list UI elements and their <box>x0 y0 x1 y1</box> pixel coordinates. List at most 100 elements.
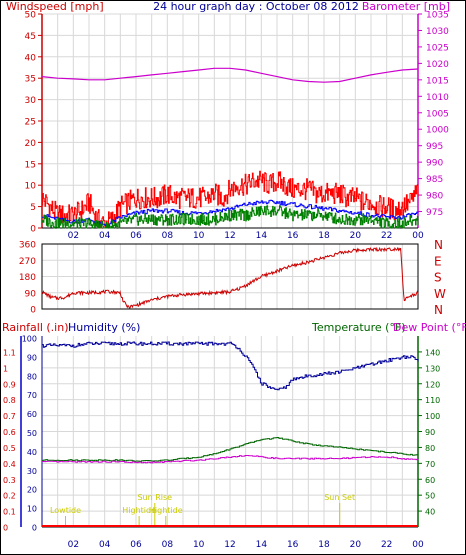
y-tick-label-right: 1025 <box>426 43 449 53</box>
x-tick-label: 04 <box>99 540 111 550</box>
y-tick-label-left: 50 <box>25 11 37 21</box>
right-axis-label: Barometer [mb] <box>362 0 450 13</box>
event-label: Hightide <box>149 506 183 515</box>
y-tick-label-humidity: 20 <box>27 486 37 495</box>
y-tick-label-rainfall: 0.7 <box>3 412 16 421</box>
y-tick-label-rainfall: 1.1 <box>3 348 16 357</box>
x-tick-label: 18 <box>318 231 330 241</box>
series-windspeed-line <box>42 205 419 229</box>
x-tick-label: 10 <box>193 540 205 550</box>
y-tick-label-left: 15 <box>25 160 36 170</box>
y-tick-label-right: 980 <box>426 192 443 202</box>
y-tick-label-rainfall: 0.4 <box>3 460 16 469</box>
y-tick-label-humidity: 100 <box>22 335 37 344</box>
y-tick-label-left: 5 <box>30 203 36 213</box>
event-label: Sun Rise <box>137 493 172 502</box>
y-tick-label-humidity: 40 <box>27 448 37 457</box>
x-tick-label: 12 <box>224 540 235 550</box>
y-tick-label-temperature: 110 <box>425 396 440 405</box>
x-tick-label: 20 <box>350 540 362 550</box>
compass-tick-label: E <box>434 254 442 268</box>
compass-tick-label: W <box>434 287 446 301</box>
y-tick-label-left: 45 <box>25 32 36 42</box>
y-tick-label-rainfall: 0.2 <box>3 492 16 501</box>
y-tick-label-temperature: 40 <box>425 508 435 517</box>
y-tick-label-left: 20 <box>25 139 37 149</box>
y-tick-label-rainfall: 0.9 <box>3 380 16 389</box>
event-label: Hightide <box>122 506 156 515</box>
left-axis-label: Windspeed [mph] <box>6 0 104 13</box>
y-tick-label-temperature: 140 <box>425 348 440 357</box>
y-tick-label-right: 1030 <box>426 27 449 37</box>
y-tick-label-temperature: 70 <box>425 460 435 469</box>
y-tick-label-right: 990 <box>426 159 443 169</box>
y-tick-label-left: 10 <box>25 182 37 192</box>
x-tick-label: 08 <box>162 540 174 550</box>
series-humidity-line <box>42 341 419 391</box>
y-tick-label-humidity: 90 <box>27 353 37 362</box>
series-temperature-line <box>42 437 419 462</box>
y-tick-label-left: 360 <box>19 241 36 251</box>
x-tick-label: 20 <box>350 231 362 241</box>
y-tick-label-temperature: 80 <box>425 444 435 453</box>
y-tick-label-humidity: 60 <box>27 410 37 419</box>
x-tick-label: 00 <box>412 231 424 241</box>
y-tick-label-right: 1020 <box>426 60 449 70</box>
x-tick-label: 06 <box>130 540 142 550</box>
compass-tick-label: S <box>434 271 442 285</box>
y-tick-label-rainfall: 0.6 <box>3 428 16 437</box>
y-tick-label-temperature: 60 <box>425 476 435 485</box>
y-tick-label-rainfall: 0.8 <box>3 396 16 405</box>
x-tick-label: 06 <box>130 231 142 241</box>
x-tick-label: 22 <box>381 540 392 550</box>
series-average-line <box>42 199 419 227</box>
x-tick-label: 02 <box>68 231 79 241</box>
x-tick-label: 16 <box>287 540 299 550</box>
y-tick-label-rainfall: 0.5 <box>3 444 16 453</box>
event-label: Sun Set <box>324 493 355 502</box>
x-tick-label: 02 <box>68 540 79 550</box>
chart-title: 24 hour graph day : October 08 2012 <box>153 0 359 13</box>
y-tick-label-humidity: 80 <box>27 372 37 381</box>
y-tick-label-humidity: 30 <box>27 467 37 476</box>
series-direction-line <box>41 246 419 310</box>
x-tick-label: 14 <box>256 540 268 550</box>
series-barometer-line <box>41 67 419 83</box>
x-tick-label: 14 <box>256 231 268 241</box>
y-tick-label-rainfall: 1 <box>3 364 8 373</box>
x-tick-label: 16 <box>287 231 299 241</box>
y-tick-label-right: 1010 <box>426 93 449 103</box>
x-tick-label: 12 <box>224 231 235 241</box>
dewpoint-label: Dew Point (°F) <box>393 321 466 334</box>
series-dewpoint-line <box>42 455 419 464</box>
y-tick-label-right: 1035 <box>426 11 449 21</box>
y-tick-label-humidity: 0 <box>32 524 37 533</box>
direction-frame <box>41 243 419 310</box>
y-tick-label-rainfall: 0.3 <box>3 476 16 485</box>
y-tick-label-left: 35 <box>25 75 36 85</box>
event-label: Lowtide <box>50 506 81 515</box>
compass-tick-label: N <box>434 303 443 317</box>
y-tick-label-temperature: 90 <box>425 428 435 437</box>
y-tick-label-left: 0 <box>30 225 36 235</box>
wind-direction-panel: 0 N 90 W 180 S 270 E 360 N <box>19 238 446 317</box>
y-tick-label-right: 975 <box>426 208 443 218</box>
y-tick-label-humidity: 70 <box>27 391 37 400</box>
rain-humidity-temp-panel: 0 0.1 0.2 0.3 0.4 0.5 0.6 0.7 0.8 0.9 1 1.1 0 10 20 30 4… <box>3 335 440 551</box>
y-tick-label-left: 180 <box>19 273 36 283</box>
y-tick-label-humidity: 10 <box>27 505 37 514</box>
x-tick-label: 18 <box>318 540 330 550</box>
x-tick-label: 22 <box>381 231 392 241</box>
humidity-label: Humidity (%) <box>68 321 140 334</box>
x-tick-label: 08 <box>162 231 174 241</box>
wind-baro-panel: 0510152025303540455097598098599099510001… <box>25 11 450 242</box>
temperature-label: Temperature (°F) <box>311 321 406 334</box>
y-tick-label-right: 995 <box>426 142 443 152</box>
y-tick-label-rainfall: 0 <box>3 524 8 533</box>
y-tick-label-right: 1015 <box>426 76 449 86</box>
y-tick-label-left: 0 <box>30 306 36 316</box>
y-tick-label-rainfall: 0.1 <box>3 508 16 517</box>
series-gust-line <box>42 170 419 229</box>
